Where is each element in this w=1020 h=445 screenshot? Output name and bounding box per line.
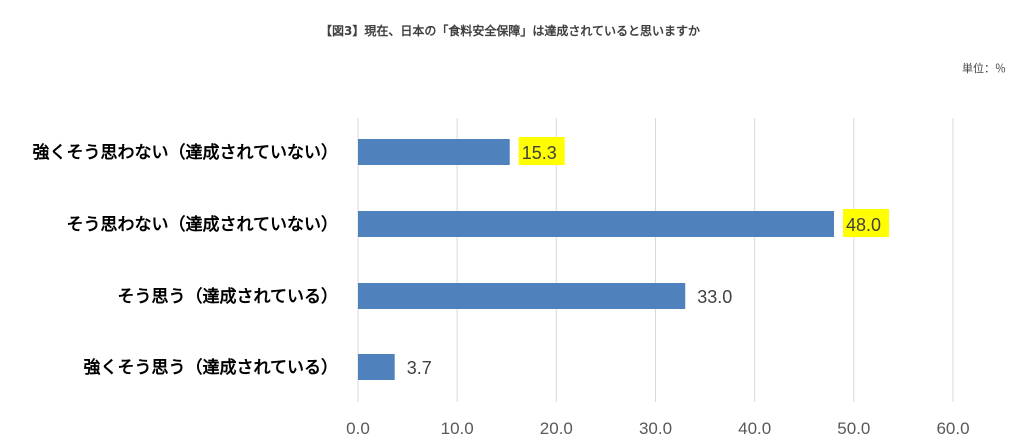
bars [358, 139, 834, 380]
x-tick-label: 20.0 [540, 419, 573, 438]
value-highlight [518, 137, 565, 165]
value-highlight [843, 209, 889, 237]
bar [358, 139, 510, 165]
x-tick-label: 40.0 [738, 419, 771, 438]
value-label: 33.0 [697, 287, 732, 307]
unit-label: 単位：％ [962, 62, 1006, 75]
category-label: 強くそう思わない（達成されていない） [33, 142, 339, 163]
value-label: 15.3 [522, 143, 557, 163]
bar [358, 211, 834, 237]
value-label: 48.0 [846, 215, 881, 235]
x-tick-label: 0.0 [346, 419, 370, 438]
value-label: 3.7 [407, 358, 432, 378]
x-tick-label: 10.0 [441, 419, 474, 438]
bar [358, 283, 686, 309]
category-label: 強くそう思う（達成されている） [84, 357, 339, 378]
chart-title: 【図3】現在、日本の「食料安全保障」は達成されていると思いますか [320, 24, 700, 38]
category-label: そう思う（達成されている） [118, 286, 339, 307]
category-label: そう思わない（達成されていない） [67, 214, 339, 235]
bar [358, 354, 395, 380]
x-tick-label: 50.0 [837, 419, 870, 438]
x-tick-label: 30.0 [639, 419, 672, 438]
x-tick-label: 60.0 [936, 419, 969, 438]
labels: 0.0 10.0 20.0 30.0 40.0 50.0 60.0 強くそう思わない（達成され… [33, 137, 970, 438]
